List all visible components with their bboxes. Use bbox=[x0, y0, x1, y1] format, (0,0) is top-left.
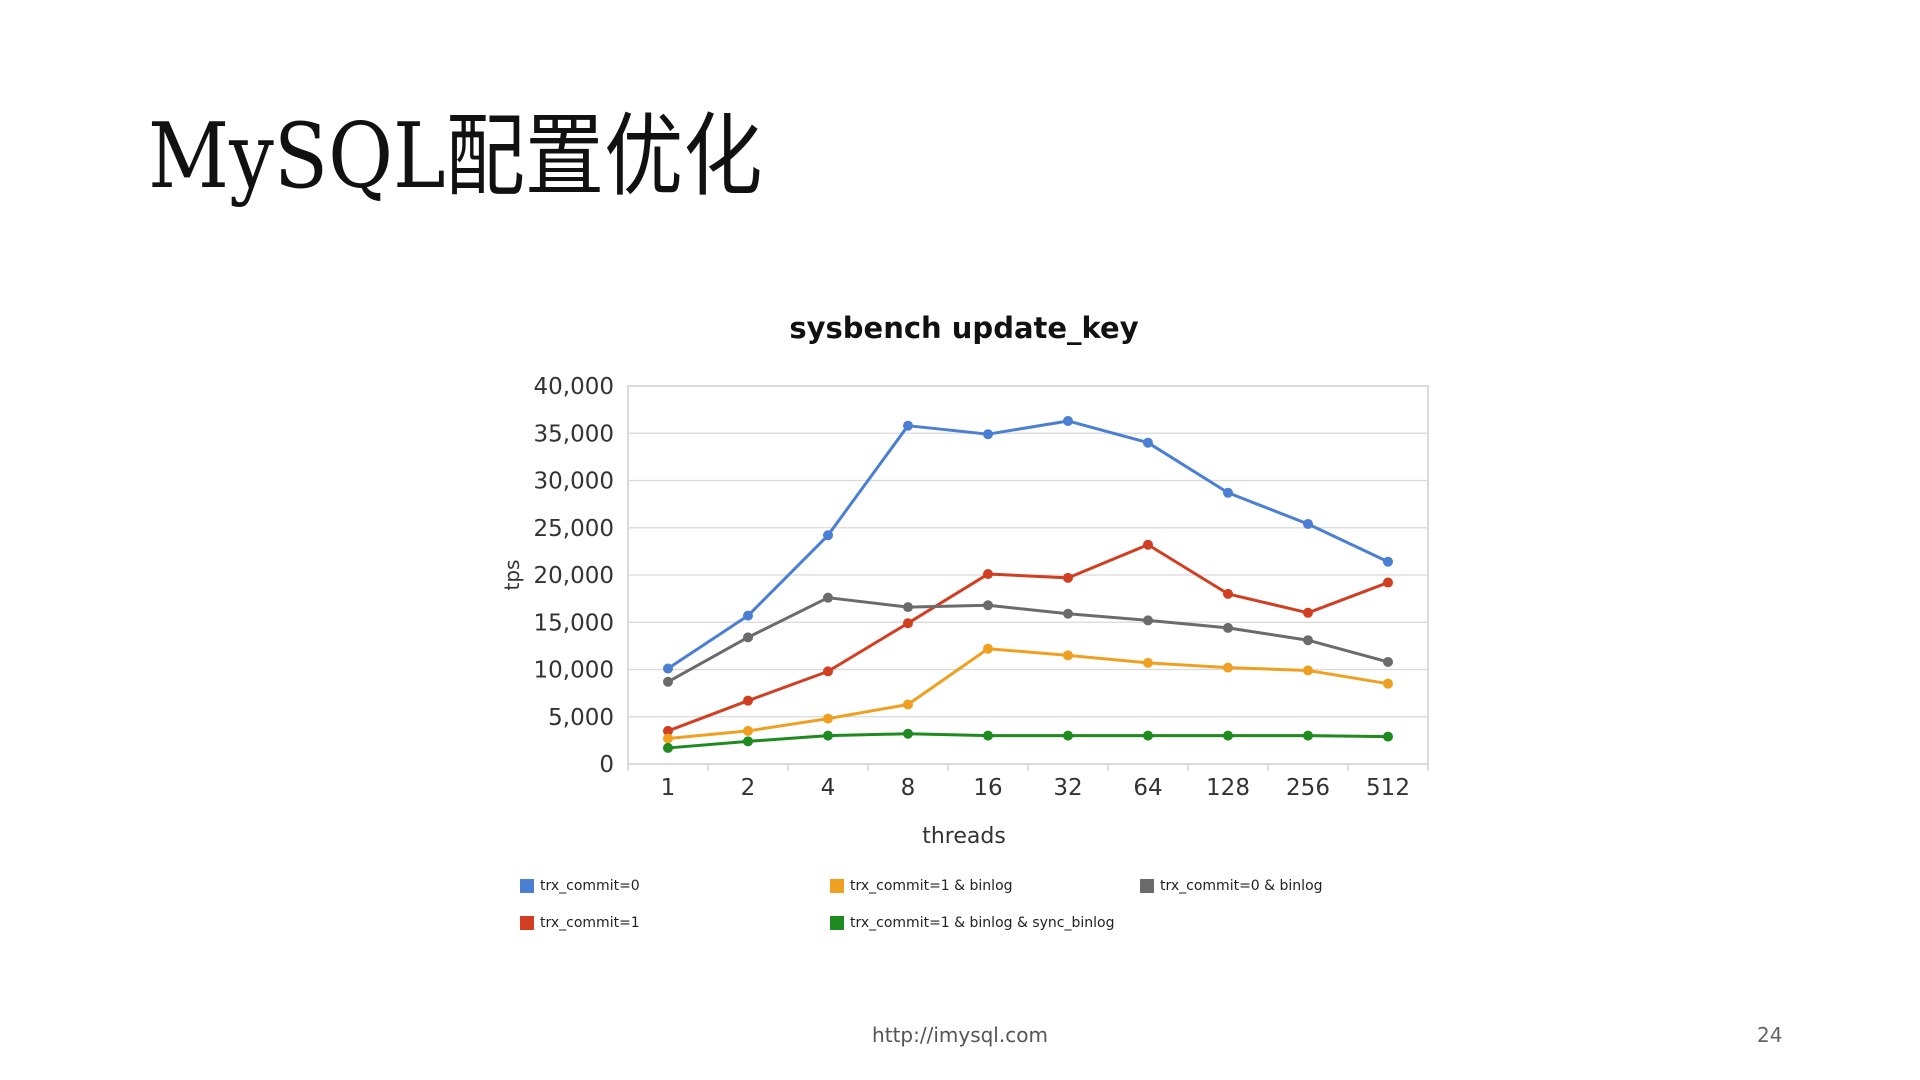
data-point bbox=[1063, 650, 1073, 661]
x-tick-label: 1 bbox=[661, 775, 676, 801]
data-point bbox=[983, 600, 993, 611]
x-tick-label: 512 bbox=[1366, 775, 1410, 801]
data-point bbox=[1223, 622, 1233, 633]
slide-title: MySQL配置优化 bbox=[148, 104, 763, 209]
data-point bbox=[743, 632, 753, 643]
data-point bbox=[743, 610, 753, 621]
footer-url: http://imysql.com bbox=[872, 1023, 1048, 1047]
data-point bbox=[903, 420, 913, 431]
legend-label: trx_commit=0 bbox=[540, 878, 640, 894]
data-point bbox=[1223, 662, 1233, 673]
data-point bbox=[823, 666, 833, 677]
data-point bbox=[663, 676, 673, 687]
data-point bbox=[1383, 656, 1393, 667]
y-axis-label: tps bbox=[500, 560, 524, 591]
y-tick-label: 20,000 bbox=[534, 563, 614, 589]
data-point bbox=[1383, 556, 1393, 567]
data-point bbox=[1063, 730, 1073, 741]
x-tick-label: 2 bbox=[741, 775, 756, 801]
data-point bbox=[903, 602, 913, 613]
data-point bbox=[823, 730, 833, 741]
legend-label: trx_commit=1 & binlog bbox=[850, 878, 1013, 894]
series-line-5 bbox=[667, 596, 1389, 684]
data-point bbox=[983, 569, 993, 580]
data-point bbox=[903, 728, 913, 739]
y-tick-label: 25,000 bbox=[534, 516, 614, 542]
data-point bbox=[1383, 731, 1393, 742]
data-point bbox=[1223, 730, 1233, 741]
data-point bbox=[1303, 665, 1313, 676]
legend-swatch bbox=[830, 916, 844, 930]
data-point bbox=[1223, 588, 1233, 599]
legend-item: trx_commit=1 & binlog bbox=[830, 878, 1013, 894]
legend-swatch bbox=[520, 916, 534, 930]
x-tick-label: 128 bbox=[1206, 775, 1250, 801]
chart-legend: trx_commit=0 trx_commit=1 & binlog trx_com… bbox=[520, 878, 1440, 958]
series-line-2 bbox=[667, 543, 1389, 733]
y-tick-label: 35,000 bbox=[534, 421, 614, 447]
data-point bbox=[743, 736, 753, 747]
data-point bbox=[983, 429, 993, 440]
data-point bbox=[1143, 657, 1153, 668]
y-tick-label: 10,000 bbox=[534, 658, 614, 684]
y-tick-label: 15,000 bbox=[534, 610, 614, 636]
data-point bbox=[743, 725, 753, 736]
data-point bbox=[1303, 635, 1313, 646]
data-point bbox=[1063, 572, 1073, 583]
legend-swatch bbox=[520, 879, 534, 893]
data-point bbox=[983, 643, 993, 654]
y-tick-label: 40,000 bbox=[534, 374, 614, 400]
data-point bbox=[1063, 608, 1073, 619]
data-point bbox=[1143, 437, 1153, 448]
series-line-1 bbox=[667, 419, 1389, 670]
y-tick-label: 30,000 bbox=[534, 469, 614, 495]
data-point bbox=[823, 530, 833, 541]
legend-swatch bbox=[1140, 879, 1154, 893]
data-point bbox=[1223, 487, 1233, 498]
data-point bbox=[743, 695, 753, 706]
data-point bbox=[1303, 730, 1313, 741]
data-point bbox=[823, 713, 833, 724]
data-point bbox=[1143, 539, 1153, 550]
data-point bbox=[663, 733, 673, 744]
legend-label: trx_commit=1 & binlog & sync_binlog bbox=[850, 915, 1115, 931]
data-point bbox=[1383, 678, 1393, 689]
x-tick-label: 256 bbox=[1286, 775, 1330, 801]
data-point bbox=[663, 663, 673, 674]
data-point bbox=[983, 730, 993, 741]
legend-item: trx_commit=1 & binlog & sync_binlog bbox=[830, 915, 1114, 931]
y-tick-label: 0 bbox=[599, 752, 614, 778]
data-point bbox=[663, 742, 673, 753]
x-tick-label: 64 bbox=[1133, 775, 1162, 801]
series-line-4 bbox=[667, 732, 1389, 750]
x-tick-label: 4 bbox=[821, 775, 836, 801]
legend-swatch bbox=[830, 879, 844, 893]
legend-item: trx_commit=1 bbox=[520, 915, 640, 931]
chart-title: sysbench update_key bbox=[789, 311, 1138, 345]
x-tick-label: 16 bbox=[973, 775, 1002, 801]
data-point bbox=[903, 618, 913, 629]
data-point bbox=[1303, 607, 1313, 618]
legend-label: trx_commit=1 bbox=[540, 915, 640, 931]
data-point bbox=[1143, 730, 1153, 741]
data-point bbox=[1303, 518, 1313, 529]
data-point bbox=[1383, 577, 1393, 588]
series-line-3 bbox=[667, 647, 1389, 740]
data-point bbox=[823, 592, 833, 603]
x-axis-label: threads bbox=[922, 824, 1006, 849]
data-point bbox=[903, 699, 913, 710]
legend-item: trx_commit=0 bbox=[520, 878, 640, 894]
data-point bbox=[1143, 615, 1153, 626]
data-point bbox=[1063, 415, 1073, 426]
legend-label: trx_commit=0 & binlog bbox=[1160, 878, 1323, 894]
data-point bbox=[663, 725, 673, 736]
y-tick-label: 5,000 bbox=[548, 705, 614, 731]
x-tick-label: 32 bbox=[1053, 775, 1082, 801]
legend-item: trx_commit=0 & binlog bbox=[1140, 878, 1323, 894]
x-tick-label: 8 bbox=[901, 775, 916, 801]
page-number: 24 bbox=[1757, 1023, 1783, 1047]
